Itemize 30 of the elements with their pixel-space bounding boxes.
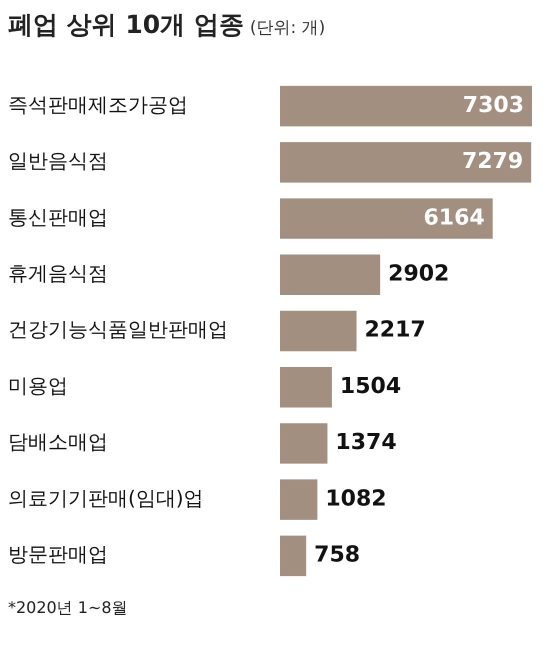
- data-label: 2217: [364, 318, 426, 343]
- bar: [280, 86, 532, 126]
- bar: [280, 254, 380, 296]
- data-label: 1082: [325, 486, 387, 512]
- bar: [280, 536, 306, 576]
- y-tick-label: 통신판매업: [8, 204, 108, 229]
- chart-subtitle: (단위: 개): [250, 18, 326, 38]
- bar: [280, 142, 532, 183]
- data-label: 758: [314, 542, 360, 568]
- data-label: 1374: [335, 430, 397, 456]
- y-tick-label: 의료기기판매(임대)업: [8, 486, 204, 510]
- chart-title: 폐업 상위 10개 업종: [8, 10, 244, 39]
- y-tick-label: 휴게음식점: [8, 260, 108, 285]
- bar: [280, 479, 318, 520]
- bar: [280, 366, 332, 408]
- y-tick-label: 미용업: [8, 373, 68, 398]
- bar: [280, 423, 328, 464]
- y-tick-label: 담배소매업: [8, 430, 108, 454]
- y-tick-label: 즉석판매제조가공업: [8, 92, 188, 116]
- y-tick-label: 일반음식점: [8, 148, 108, 173]
- y-tick-label: 방문판매업: [8, 542, 108, 566]
- data-label: 7303: [462, 92, 524, 118]
- data-label: 6164: [423, 205, 485, 230]
- text: *2020년 1~8월: [8, 598, 128, 619]
- data-label: 7279: [462, 149, 524, 174]
- y-tick-label: 건강기능식품일반판매업: [8, 317, 228, 342]
- data-label: 1504: [340, 374, 402, 399]
- bar: [280, 310, 356, 352]
- data-label: 2902: [388, 261, 450, 286]
- bar: [280, 198, 493, 239]
